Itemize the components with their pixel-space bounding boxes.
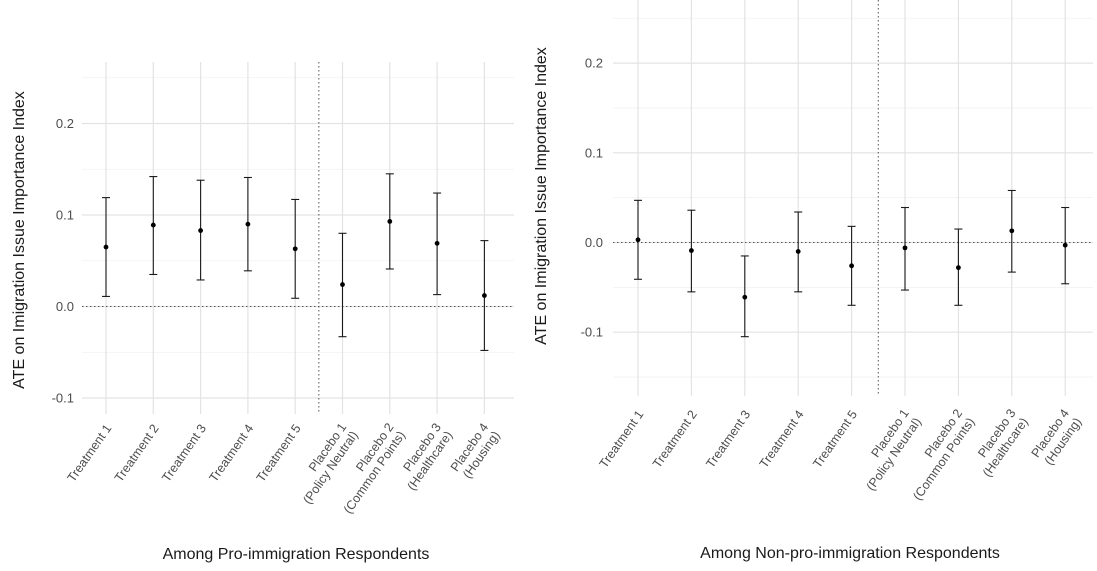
point-estimate: [198, 228, 204, 233]
point-estimate: [103, 244, 109, 250]
grid-minor-lines: [82, 77, 514, 353]
y-tick-label: 0.1: [585, 145, 603, 160]
x-tick-label: Placebo 3(Healthcare): [393, 421, 455, 493]
point-estimate: [340, 282, 345, 287]
x-tick-label: Treatment 4: [757, 408, 807, 471]
point-estimate: [689, 248, 694, 253]
grid-vertical-lines: [637, 0, 1066, 396]
point-estimate: [956, 265, 961, 271]
x-tick-label-line: Treatment 3: [159, 422, 209, 485]
y-tick-label: 0.2: [585, 56, 603, 71]
point-estimate: [292, 246, 298, 252]
point-estimate: [387, 219, 393, 224]
x-tick-label: Treatment 3: [159, 422, 209, 485]
x-tick-label: Placebo 4(Housing): [448, 421, 503, 483]
x-tick-label: Treatment 1: [65, 422, 115, 485]
x-tick-label-line: Treatment 5: [810, 408, 860, 471]
point-estimate: [1062, 242, 1068, 248]
y-axis-title: ATE on Imigration Issue Importance Index: [11, 91, 28, 389]
point-estimate: [849, 263, 854, 269]
y-axis-title: ATE on Imigration Issue Importance Index: [533, 47, 550, 345]
x-axis-title: Among Pro-immigration Respondents: [163, 546, 430, 563]
point-estimate: [482, 293, 487, 298]
x-tick-label-line: Treatment 3: [703, 408, 753, 471]
point-estimate: [150, 222, 156, 228]
x-tick-label-line: Treatment 4: [757, 408, 807, 471]
x-tick-label-line: Treatment 5: [254, 422, 304, 485]
x-axis-title: Among Non-pro-immigration Respondents: [700, 545, 1000, 562]
x-tick-label-line: Treatment 2: [112, 422, 162, 485]
point-estimate: [742, 294, 748, 300]
y-tick-label: -0.1: [52, 391, 74, 406]
point-estimate: [434, 240, 440, 246]
y-tick-label: -0.1: [581, 325, 603, 340]
x-tick-label-line: Treatment 4: [206, 422, 256, 485]
y-tick-label: 0.0: [56, 299, 74, 314]
x-tick-label: Treatment 1: [597, 408, 647, 471]
x-tick-label: Treatment 4: [206, 422, 256, 485]
x-tick-label: Treatment 2: [650, 408, 700, 471]
point-estimate: [635, 237, 641, 243]
grid-minor-lines: [613, 17, 1093, 378]
x-tick-label: Treatment 5: [254, 422, 304, 485]
x-tick-label: Placebo 1(Policy Neutral): [851, 407, 924, 494]
x-tick-label-line: Treatment 1: [597, 408, 647, 471]
x-tick-label: Treatment 3: [703, 408, 753, 471]
x-tick-label-line: Treatment 1: [65, 422, 115, 485]
point-estimate: [795, 249, 801, 254]
point-estimate: [245, 221, 251, 227]
point-estimate: [1009, 228, 1015, 234]
x-tick-label: Placebo 3(Healthcare): [968, 407, 1031, 480]
y-tick-label: 0.1: [56, 208, 74, 223]
point-estimate: [902, 245, 908, 251]
y-tick-label: 0.2: [56, 116, 74, 131]
y-tick-label: 0.0: [585, 235, 603, 250]
x-tick-label: Treatment 2: [112, 422, 162, 485]
x-tick-label-line: Treatment 2: [650, 408, 700, 471]
x-tick-label: Treatment 5: [810, 408, 860, 471]
x-tick-label: Placebo 4(Housing): [1029, 407, 1085, 469]
